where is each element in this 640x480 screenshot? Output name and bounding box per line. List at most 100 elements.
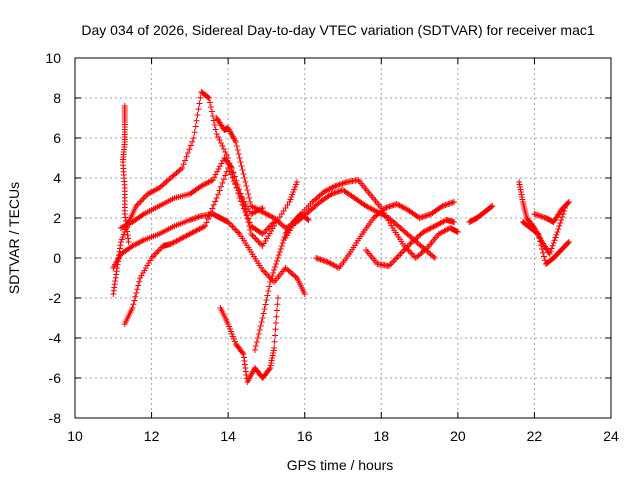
data-point bbox=[261, 306, 268, 312]
data-point bbox=[242, 179, 249, 185]
data-point bbox=[137, 198, 144, 205]
data-point bbox=[267, 279, 274, 285]
data-point bbox=[237, 159, 244, 165]
data-point bbox=[235, 187, 242, 194]
x-axis-label: GPS time / hours bbox=[287, 457, 394, 473]
x-tick-label: 16 bbox=[297, 428, 313, 444]
data-point bbox=[141, 194, 148, 200]
data-point bbox=[564, 240, 571, 246]
data-point bbox=[244, 215, 251, 221]
data-point bbox=[203, 219, 210, 226]
data-point bbox=[330, 183, 337, 190]
data-point bbox=[219, 143, 226, 149]
data-point bbox=[232, 181, 239, 188]
data-point bbox=[225, 165, 232, 171]
data-point bbox=[219, 180, 226, 186]
data-point bbox=[385, 263, 392, 269]
data-point bbox=[228, 171, 235, 178]
data-point bbox=[258, 241, 265, 248]
data-point bbox=[220, 176, 227, 183]
data-point bbox=[248, 231, 255, 237]
data-point bbox=[255, 331, 262, 337]
data-point bbox=[182, 157, 189, 164]
x-tick-label: 18 bbox=[373, 428, 389, 444]
data-point bbox=[271, 338, 278, 345]
data-point bbox=[233, 228, 240, 234]
data-point bbox=[202, 223, 209, 229]
data-point bbox=[217, 183, 224, 190]
data-point bbox=[130, 301, 137, 308]
data-point bbox=[269, 273, 276, 279]
y-tick-label: -4 bbox=[49, 330, 62, 346]
data-point bbox=[548, 245, 555, 252]
data-point bbox=[254, 335, 261, 341]
data-point bbox=[217, 163, 224, 170]
data-point bbox=[234, 147, 241, 153]
data-point bbox=[272, 326, 279, 333]
data-point bbox=[266, 283, 273, 290]
data-point bbox=[195, 106, 202, 113]
data-point bbox=[536, 234, 543, 241]
data-point bbox=[230, 225, 237, 231]
data-point bbox=[209, 205, 216, 212]
data-point bbox=[281, 234, 288, 240]
data-point bbox=[430, 253, 437, 260]
data-point bbox=[264, 292, 271, 299]
data-point bbox=[301, 291, 308, 297]
data-point bbox=[222, 172, 229, 179]
data-point bbox=[261, 268, 268, 275]
data-point bbox=[193, 117, 200, 124]
data-point bbox=[388, 260, 395, 266]
data-point bbox=[292, 273, 299, 280]
data-point bbox=[535, 231, 542, 237]
data-point bbox=[220, 146, 227, 152]
data-point bbox=[157, 246, 164, 252]
x-tick-label: 10 bbox=[67, 428, 83, 444]
data-point bbox=[136, 200, 143, 206]
series-sat-h bbox=[313, 199, 458, 271]
data-point bbox=[273, 313, 280, 320]
data-point bbox=[247, 227, 254, 233]
data-point bbox=[265, 288, 272, 294]
data-point bbox=[206, 95, 212, 101]
data-point bbox=[213, 195, 220, 201]
data-point bbox=[213, 131, 220, 137]
data-point bbox=[334, 264, 341, 271]
data-point bbox=[151, 252, 158, 258]
data-point bbox=[271, 267, 278, 273]
data-point bbox=[240, 171, 247, 177]
data-point bbox=[262, 301, 269, 308]
data-point bbox=[274, 255, 281, 261]
data-point bbox=[250, 234, 257, 240]
data-point bbox=[539, 246, 546, 252]
data-point bbox=[150, 253, 157, 260]
data-point bbox=[207, 104, 214, 110]
plot-frame bbox=[74, 57, 612, 419]
data-point bbox=[236, 155, 243, 161]
data-point bbox=[214, 168, 221, 175]
data-point bbox=[273, 320, 279, 326]
data-point bbox=[187, 142, 194, 149]
data-point bbox=[215, 166, 222, 172]
data-point bbox=[272, 332, 279, 339]
data-point bbox=[273, 258, 280, 264]
data-point bbox=[253, 339, 260, 345]
data-point bbox=[253, 237, 260, 243]
data-point bbox=[279, 240, 286, 246]
data-point bbox=[211, 122, 218, 128]
data-point bbox=[422, 246, 429, 253]
data-point bbox=[229, 223, 236, 230]
data-point bbox=[233, 184, 240, 191]
data-point bbox=[454, 229, 461, 235]
data-point bbox=[451, 219, 458, 225]
data-point bbox=[272, 264, 279, 270]
data-point bbox=[206, 99, 213, 106]
data-point bbox=[394, 254, 401, 260]
data-point bbox=[232, 226, 239, 233]
data-point bbox=[259, 315, 266, 321]
data-point bbox=[251, 347, 258, 353]
data-point bbox=[271, 345, 278, 351]
data-point bbox=[387, 261, 394, 268]
data-point bbox=[407, 240, 414, 247]
data-point bbox=[154, 249, 161, 255]
